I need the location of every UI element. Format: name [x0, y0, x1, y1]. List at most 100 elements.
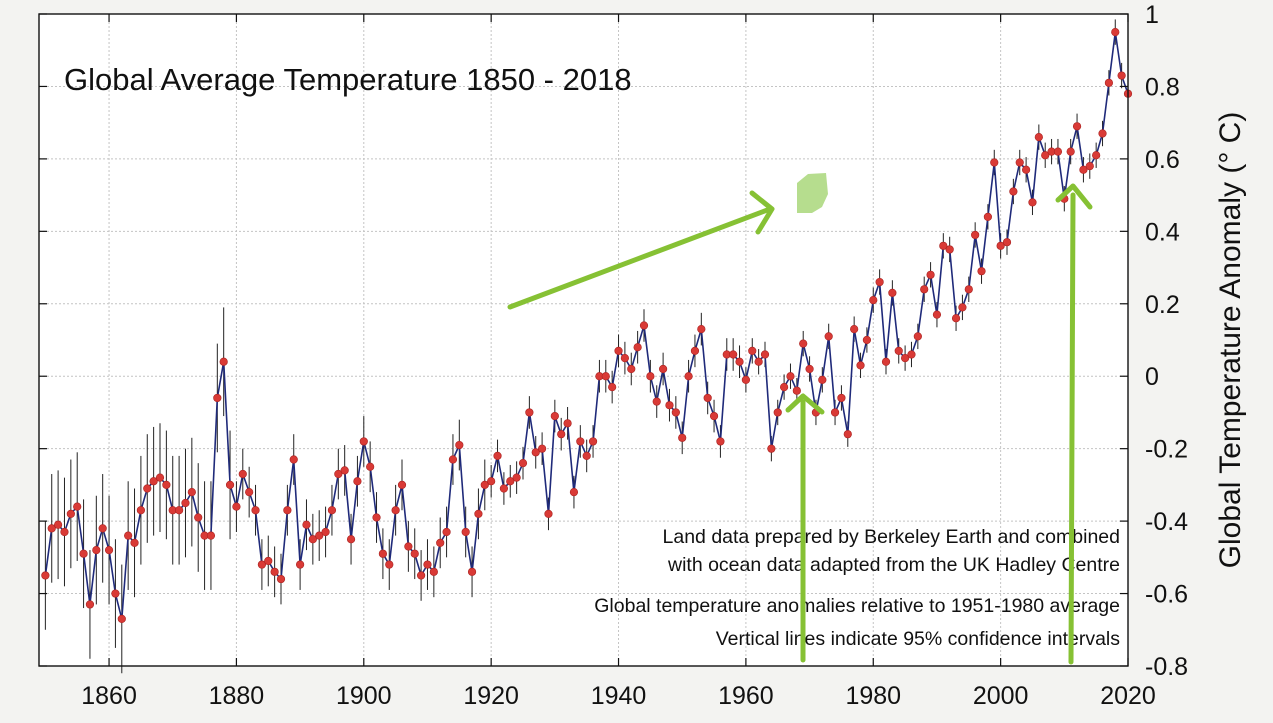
data-point — [257, 560, 266, 569]
data-point — [563, 419, 572, 428]
data-point — [582, 451, 591, 461]
data-point — [544, 509, 553, 518]
data-point — [856, 361, 865, 370]
data-point — [219, 357, 228, 366]
data-point — [499, 484, 508, 493]
data-point — [1041, 151, 1050, 160]
data-point — [748, 346, 757, 355]
data-point — [1066, 147, 1075, 156]
data-point — [633, 343, 642, 352]
y-tick-label: -0.6 — [1145, 581, 1188, 609]
green-arrow-diagonal — [507, 206, 773, 310]
data-point — [372, 513, 381, 522]
data-point — [474, 509, 483, 518]
data-point — [531, 448, 540, 457]
data-point — [417, 571, 426, 580]
data-point — [149, 477, 158, 486]
data-point — [652, 397, 661, 406]
data-point — [792, 386, 801, 395]
data-point — [913, 332, 922, 341]
data-point — [557, 430, 566, 439]
data-point — [98, 524, 107, 533]
data-point — [1028, 198, 1037, 207]
data-point — [378, 549, 387, 558]
data-point — [620, 354, 629, 363]
data-point — [315, 531, 324, 540]
annotation-line-2: with ocean data adapted from the UK Hadl… — [667, 554, 1120, 576]
data-point — [550, 411, 559, 421]
data-point — [939, 241, 948, 250]
data-point — [296, 560, 305, 569]
data-point — [678, 433, 687, 442]
data-point — [264, 556, 273, 566]
data-point — [302, 520, 311, 529]
green-arrowhead-diagonal — [749, 190, 775, 235]
data-point — [888, 288, 897, 298]
data-point — [270, 567, 279, 576]
data-point — [79, 549, 88, 558]
data-point — [659, 364, 668, 374]
data-point — [175, 506, 184, 515]
data-point — [353, 477, 362, 486]
data-point — [907, 350, 916, 359]
data-point — [85, 600, 95, 609]
x-tick-label: 1960 — [718, 682, 774, 710]
data-point — [60, 527, 69, 537]
data-point — [213, 393, 222, 403]
data-point — [308, 535, 317, 544]
data-point — [608, 382, 617, 392]
data-points — [41, 28, 1133, 624]
data-point — [436, 538, 445, 547]
axis-ticks — [39, 13, 1129, 667]
data-point — [830, 408, 840, 417]
data-point — [429, 567, 438, 576]
data-point — [869, 296, 878, 305]
data-point — [627, 364, 636, 374]
data-point — [703, 393, 712, 403]
data-point — [1002, 238, 1012, 247]
data-point — [397, 480, 407, 489]
data-point — [920, 285, 929, 294]
data-point — [194, 513, 203, 522]
data-point — [881, 357, 891, 366]
data-point — [346, 535, 356, 544]
green-patch — [797, 173, 828, 213]
data-point — [47, 524, 56, 533]
data-point — [983, 212, 992, 221]
y-tick-label: 0.4 — [1145, 218, 1180, 246]
data-point — [385, 560, 394, 569]
data-point — [66, 509, 75, 518]
data-point — [843, 430, 852, 439]
data-point — [671, 408, 680, 417]
green-arrowhead-vertical-right — [1055, 183, 1093, 210]
data-point — [206, 531, 216, 540]
grid — [39, 13, 1129, 667]
data-point — [932, 310, 942, 319]
y-tick-label: 0.6 — [1145, 146, 1180, 174]
data-point — [1104, 78, 1113, 87]
annotation-line-3: Global temperature anomalies relative to… — [594, 595, 1120, 617]
data-point — [111, 589, 120, 598]
data-point — [225, 480, 235, 489]
x-tick-label: 2020 — [1100, 682, 1156, 710]
data-point — [875, 277, 884, 287]
data-point — [964, 285, 973, 294]
data-point — [716, 437, 725, 446]
data-point — [958, 303, 967, 312]
data-point — [569, 488, 579, 497]
data-point — [741, 375, 750, 384]
data-point — [1072, 122, 1082, 131]
data-point — [506, 477, 515, 486]
data-point — [321, 527, 330, 537]
data-point — [283, 506, 292, 515]
data-point — [162, 480, 171, 489]
data-point — [588, 437, 598, 446]
green-arrowhead-vertical-left — [785, 393, 825, 415]
data-point — [709, 411, 719, 421]
data-point — [1117, 71, 1126, 80]
data-point — [327, 506, 337, 515]
data-point — [340, 466, 349, 475]
data-point — [1009, 187, 1018, 196]
data-point — [818, 375, 827, 384]
